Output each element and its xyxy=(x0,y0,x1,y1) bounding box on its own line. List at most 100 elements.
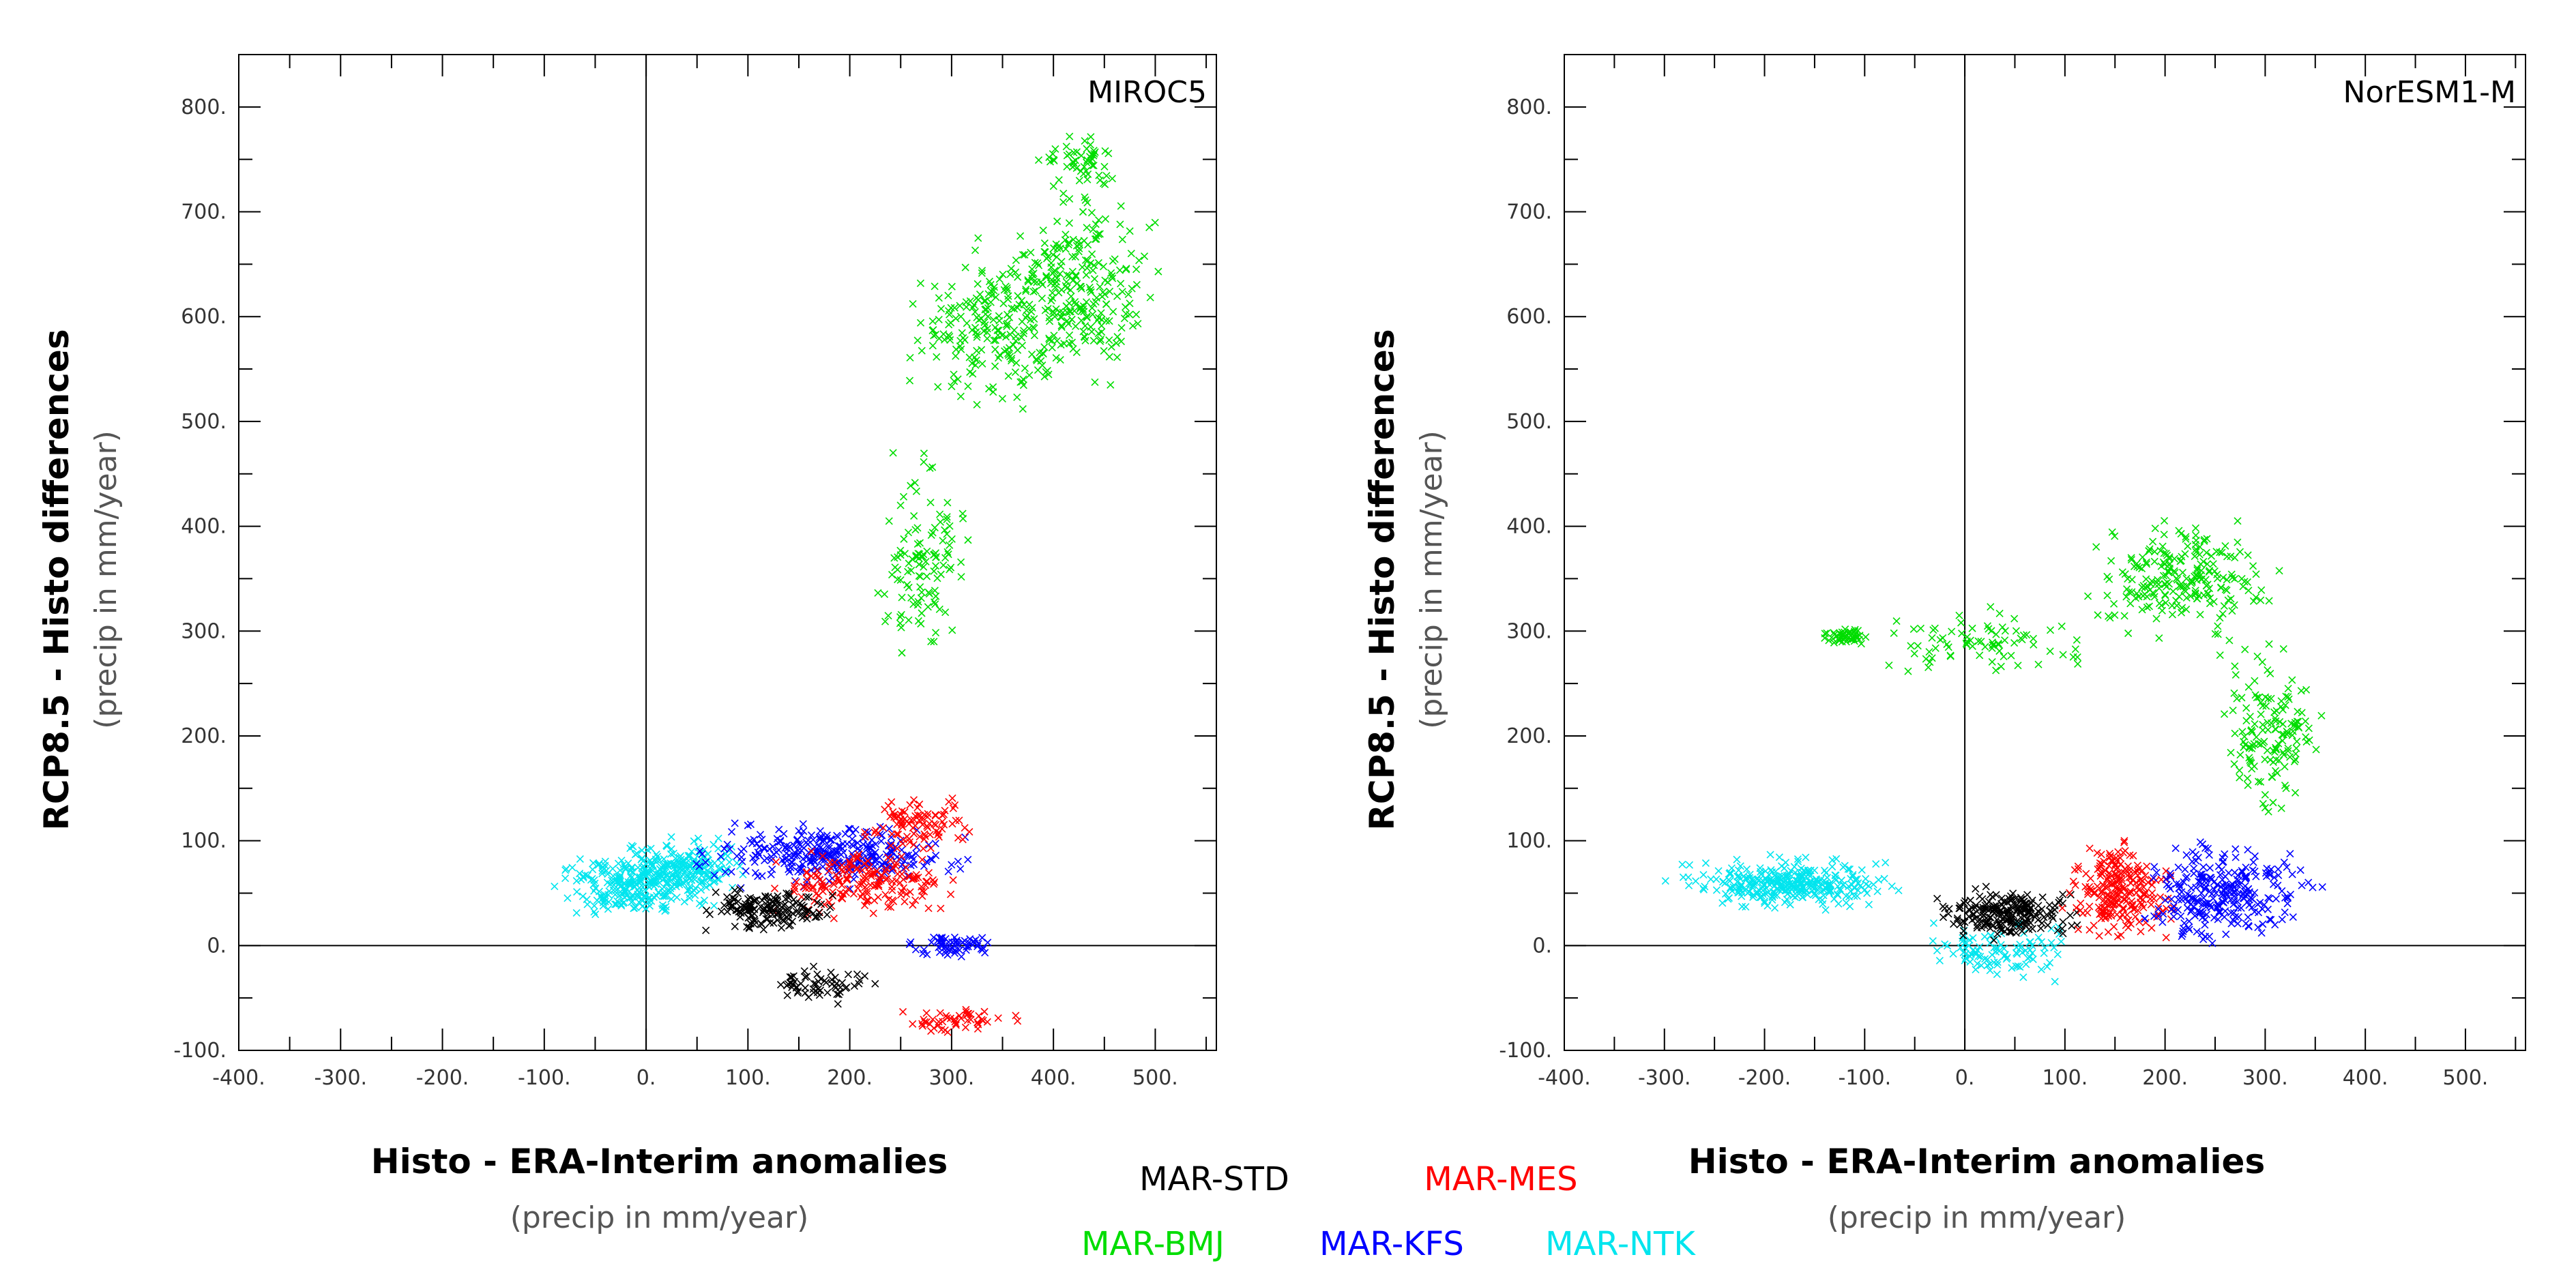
point-mar-bmj xyxy=(2186,592,2195,600)
point-mar-bmj xyxy=(2230,760,2238,768)
point-mar-bmj xyxy=(1070,149,1078,157)
point-mar-bmj xyxy=(2169,587,2177,595)
point-mar-bmj xyxy=(2262,702,2270,710)
point-mar-bmj xyxy=(1126,310,1134,319)
point-mar-std xyxy=(813,898,821,906)
point-mar-mes xyxy=(2097,909,2105,917)
point-mar-bmj xyxy=(1001,333,1010,341)
point-mar-mes xyxy=(2144,878,2152,887)
point-mar-kfs xyxy=(2304,878,2313,887)
point-mar-ntk xyxy=(1712,886,1721,894)
point-mar-bmj xyxy=(905,559,913,567)
point-mar-bmj xyxy=(2252,733,2261,741)
point-mar-bmj xyxy=(2249,597,2258,605)
point-mar-bmj xyxy=(1019,250,1027,259)
point-mar-mes xyxy=(931,878,939,887)
point-mar-kfs xyxy=(2199,863,2208,871)
point-mar-kfs xyxy=(785,868,793,876)
point-mar-kfs xyxy=(2251,867,2259,876)
point-mar-bmj xyxy=(1081,256,1090,264)
point-mar-bmj xyxy=(2071,645,2079,653)
point-mar-std xyxy=(730,896,738,904)
point-mar-std xyxy=(804,993,813,1001)
point-mar-bmj xyxy=(1057,262,1065,270)
point-mar-ntk xyxy=(2022,960,2030,969)
point-mar-ntk xyxy=(1827,887,1835,896)
point-mar-bmj xyxy=(2161,580,2169,589)
point-mar-bmj xyxy=(948,383,956,391)
point-mar-ntk xyxy=(699,877,707,886)
point-mar-kfs xyxy=(797,846,806,855)
point-mar-bmj xyxy=(2271,714,2279,722)
point-mar-std xyxy=(817,900,825,909)
point-mar-bmj xyxy=(1082,298,1091,306)
point-mar-mes xyxy=(2113,932,2122,941)
point-mar-bmj xyxy=(1009,341,1017,349)
point-mar-ntk xyxy=(680,898,688,906)
point-mar-bmj xyxy=(948,282,956,291)
point-mar-std xyxy=(2032,911,2040,919)
point-mar-bmj xyxy=(2272,756,2280,764)
point-mar-kfs xyxy=(2265,869,2273,877)
point-mar-kfs xyxy=(2269,880,2278,889)
point-mar-mes xyxy=(820,900,829,909)
point-mar-std xyxy=(783,991,791,999)
point-mar-bmj xyxy=(1004,319,1012,327)
point-mar-bmj xyxy=(2192,531,2200,540)
point-mar-ntk xyxy=(1847,887,1855,896)
point-mar-bmj xyxy=(906,353,914,361)
point-mar-bmj xyxy=(1068,338,1077,346)
point-mar-std xyxy=(2017,897,2025,905)
point-mar-bmj xyxy=(1112,339,1120,347)
point-mar-bmj xyxy=(974,234,982,242)
point-mar-ntk xyxy=(2021,947,2030,955)
point-mar-kfs xyxy=(716,853,724,861)
point-mar-kfs xyxy=(2178,888,2186,896)
point-mar-bmj xyxy=(2046,626,2055,634)
point-mar-bmj xyxy=(1976,651,1984,660)
point-mar-ntk xyxy=(637,855,645,863)
point-mar-bmj xyxy=(2265,640,2273,648)
point-mar-ntk xyxy=(695,900,704,908)
point-mar-bmj xyxy=(1909,625,1918,634)
point-mar-std xyxy=(1972,885,1980,893)
point-mar-mes xyxy=(2120,837,2128,845)
point-mar-ntk xyxy=(1850,892,1858,900)
point-mar-bmj xyxy=(958,509,967,518)
point-mar-bmj xyxy=(1151,218,1159,226)
point-mar-bmj xyxy=(1083,198,1092,207)
point-mar-mes xyxy=(2126,887,2135,896)
point-mar-std xyxy=(2059,890,2067,899)
point-mar-bmj xyxy=(1023,306,1031,314)
point-mar-bmj xyxy=(995,312,1003,320)
point-mar-std xyxy=(776,908,784,916)
point-mar-bmj xyxy=(2141,583,2149,591)
point-mar-std xyxy=(785,889,793,898)
point-mar-mes xyxy=(2090,889,2098,898)
point-mar-bmj xyxy=(2160,516,2169,525)
point-mar-bmj xyxy=(1030,331,1038,340)
point-mar-std xyxy=(1941,904,1949,913)
scatter-marks xyxy=(551,132,1162,1036)
point-mar-bmj xyxy=(1083,312,1091,321)
point-mar-bmj xyxy=(2200,535,2209,544)
point-mar-bmj xyxy=(944,291,952,299)
point-mar-kfs xyxy=(944,868,952,876)
point-mar-bmj xyxy=(1047,259,1055,267)
point-mar-std xyxy=(805,906,813,915)
point-mar-bmj xyxy=(1078,263,1087,271)
point-mar-ntk xyxy=(667,845,675,853)
point-mar-bmj xyxy=(2253,694,2261,702)
point-mar-kfs xyxy=(2167,895,2176,903)
point-mar-mes xyxy=(924,869,933,877)
point-mar-std xyxy=(735,885,744,893)
point-mar-bmj xyxy=(2202,582,2210,590)
point-mar-mes xyxy=(918,892,926,900)
point-mar-bmj xyxy=(928,463,937,471)
point-mar-bmj xyxy=(2182,593,2191,602)
point-mar-kfs xyxy=(904,872,912,880)
point-mar-ntk xyxy=(2053,950,2062,958)
point-mar-mes xyxy=(871,870,879,878)
point-mar-mes xyxy=(2113,892,2122,901)
point-mar-mes xyxy=(853,864,862,872)
